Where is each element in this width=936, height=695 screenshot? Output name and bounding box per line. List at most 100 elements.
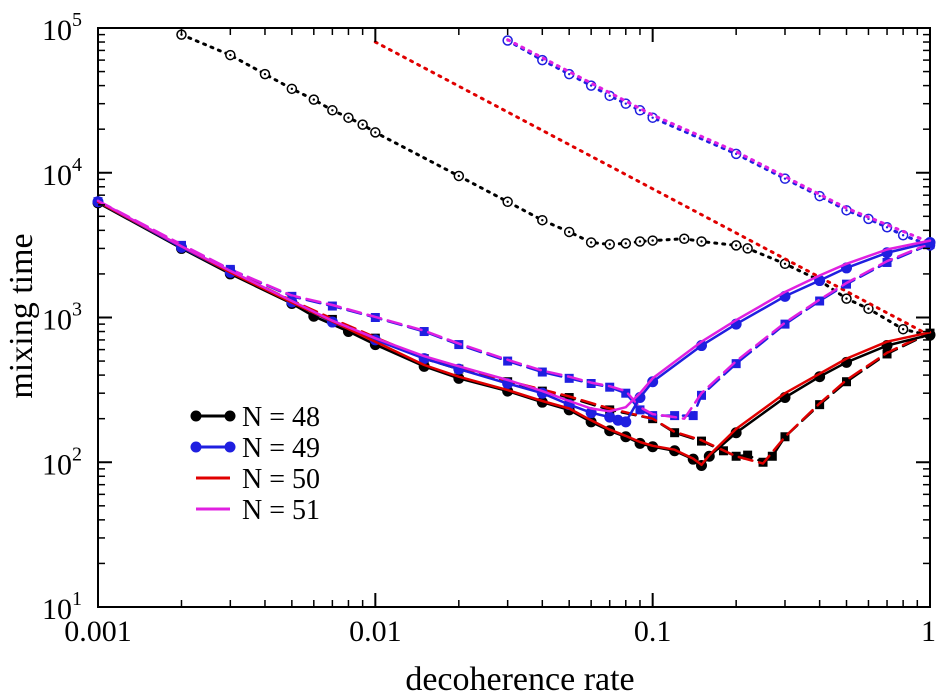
data-point-center [567,230,571,234]
data-point [537,367,547,377]
data-point-center [263,72,267,76]
series-n51-solid [96,199,932,413]
data-point-center [746,247,749,250]
data-point-center [651,116,654,119]
legend-marker [224,410,236,422]
data-point-center [901,328,905,331]
data-point [564,373,574,383]
series-n48-dashed [93,197,935,467]
data-point [647,376,659,388]
data-point [743,450,753,460]
y-tick-label: 105 [42,9,82,47]
data-point-center [683,237,686,240]
data-point-center [867,307,870,310]
y-tick-label: 103 [42,299,82,337]
data-point [780,319,790,329]
x-tick-label: 0.1 [634,615,672,648]
data-point-center [624,242,627,245]
data-point-center [589,84,593,87]
data-point [419,327,429,337]
legend-label: N = 51 [242,495,320,526]
data-point-center [783,177,787,180]
data-point-center [290,87,294,91]
series-line-n51-dotted [506,38,932,244]
series-n48-solid [92,197,936,471]
legend-marker [224,441,236,453]
y-axis-label: mixing time [3,233,40,398]
data-point [670,428,680,438]
data-point [648,411,658,421]
series-line-n51-dashed [96,199,932,420]
data-point-center [885,226,889,229]
data-point [670,411,680,421]
data-point-center [361,123,364,126]
data-point-center [374,131,377,134]
data-point-center [845,209,848,212]
data-point-center [347,116,350,119]
x-tick-label: 0.001 [64,615,132,648]
legend-marker [190,441,202,453]
data-point-center [312,98,316,101]
series-line-n49-solid [96,200,932,424]
series-layer [92,29,936,471]
data-point-center [331,109,334,112]
series-n51-dotted [506,38,932,244]
y-tick-label: 102 [42,443,82,481]
x-tick-label: 1 [921,615,936,648]
plot-frame [97,27,931,608]
data-point-center [229,53,232,57]
legend-label: N = 49 [242,433,320,464]
series-line-n50-dashed [96,200,932,465]
data-point [620,416,632,428]
series-n48-dotted [176,29,936,341]
data-point-center [638,109,642,112]
data-point [688,411,698,421]
data-point-center [651,239,654,242]
data-point-center [457,174,461,178]
data-point [731,359,741,369]
series-n51-dashed [96,199,932,420]
series-line-n48-dashed [96,200,932,464]
series-line-n50-dotted [373,40,932,338]
data-point-center [608,94,611,98]
series-line-n49-dotted [506,39,932,247]
x-tick-label: 0.01 [349,615,402,648]
plot-area [97,27,931,608]
data-point [815,296,825,306]
data-point-center [783,262,787,265]
legend: N = 48N = 49N = 50N = 51 [190,402,320,526]
legend-item: N = 51 [196,495,320,526]
x-axis-label: decoherence rate [405,661,634,695]
series-line-n50-solid [96,200,932,467]
data-point-center [638,240,642,243]
data-point-center [608,243,611,246]
data-point [842,377,852,387]
series-n49-dashed [93,197,935,421]
legend-item: N = 49 [190,433,320,464]
legend-item: N = 48 [190,402,320,433]
data-point [780,432,790,442]
data-point-center [541,219,544,222]
data-point-center [567,72,571,76]
data-point-center [700,240,703,243]
legend-marker [190,410,202,422]
y-tick-label: 101 [42,588,82,626]
series-line-n48-dotted [180,33,932,338]
series-line-n51-solid [96,199,932,413]
data-point [767,451,777,461]
data-point-center [845,297,848,300]
data-point-center [589,241,593,244]
data-point [635,405,645,415]
legend-label: N = 48 [242,402,320,433]
x-axis: 0.001 0.01 0.1 1 [64,28,936,648]
legend-item: N = 50 [196,464,320,495]
series-line-n48-solid [96,201,932,467]
data-point-center [818,194,821,198]
y-axis: 101 102 103 104 105 [42,9,930,626]
series-n50-dotted [373,40,932,338]
series-n50-dashed [96,200,932,465]
legend-label: N = 50 [242,464,320,495]
data-point-center [506,200,509,203]
data-point [621,388,631,398]
